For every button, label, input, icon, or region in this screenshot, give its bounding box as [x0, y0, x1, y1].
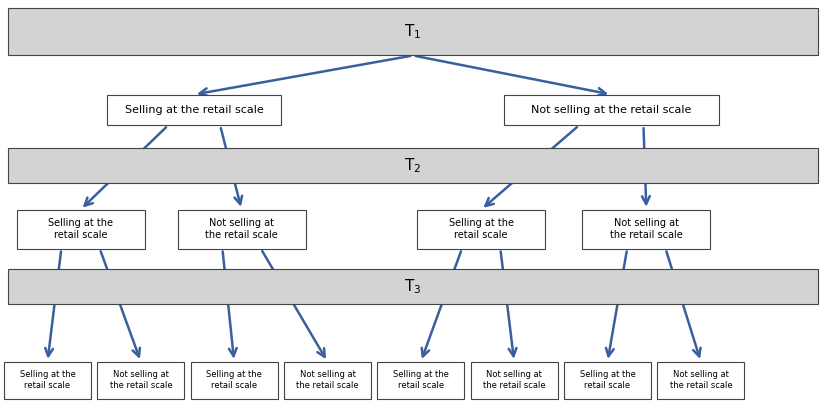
Bar — [504, 95, 719, 125]
Text: Selling at the
retail scale: Selling at the retail scale — [449, 218, 514, 240]
Bar — [8, 148, 818, 183]
Text: Not selling at the retail scale: Not selling at the retail scale — [531, 105, 691, 115]
Bar — [564, 362, 651, 399]
Bar — [97, 362, 184, 399]
Text: Not selling at
the retail scale: Not selling at the retail scale — [483, 370, 545, 390]
Text: Selling at the retail scale: Selling at the retail scale — [125, 105, 263, 115]
Text: T$_3$: T$_3$ — [404, 277, 422, 296]
Bar — [191, 362, 278, 399]
Text: T$_2$: T$_2$ — [405, 156, 421, 175]
Text: Not selling at
the retail scale: Not selling at the retail scale — [297, 370, 358, 390]
Text: Not selling at
the retail scale: Not selling at the retail scale — [670, 370, 732, 390]
Bar — [107, 95, 281, 125]
Text: Selling at the
retail scale: Selling at the retail scale — [206, 370, 262, 390]
Bar — [471, 362, 558, 399]
Bar — [8, 8, 818, 55]
Text: Selling at the
retail scale: Selling at the retail scale — [48, 218, 113, 240]
Bar — [17, 210, 145, 249]
Text: Selling at the
retail scale: Selling at the retail scale — [20, 370, 75, 390]
Bar — [657, 362, 744, 399]
Text: T$_1$: T$_1$ — [405, 23, 421, 41]
Bar — [417, 210, 545, 249]
Text: Not selling at
the retail scale: Not selling at the retail scale — [110, 370, 172, 390]
Text: Selling at the
retail scale: Selling at the retail scale — [580, 370, 635, 390]
Bar — [178, 210, 306, 249]
Bar — [582, 210, 710, 249]
Text: Not selling at
the retail scale: Not selling at the retail scale — [205, 218, 278, 240]
Bar — [284, 362, 371, 399]
Bar — [4, 362, 91, 399]
Text: Selling at the
retail scale: Selling at the retail scale — [393, 370, 449, 390]
Bar — [8, 269, 818, 304]
Bar — [377, 362, 464, 399]
Text: Not selling at
the retail scale: Not selling at the retail scale — [610, 218, 683, 240]
